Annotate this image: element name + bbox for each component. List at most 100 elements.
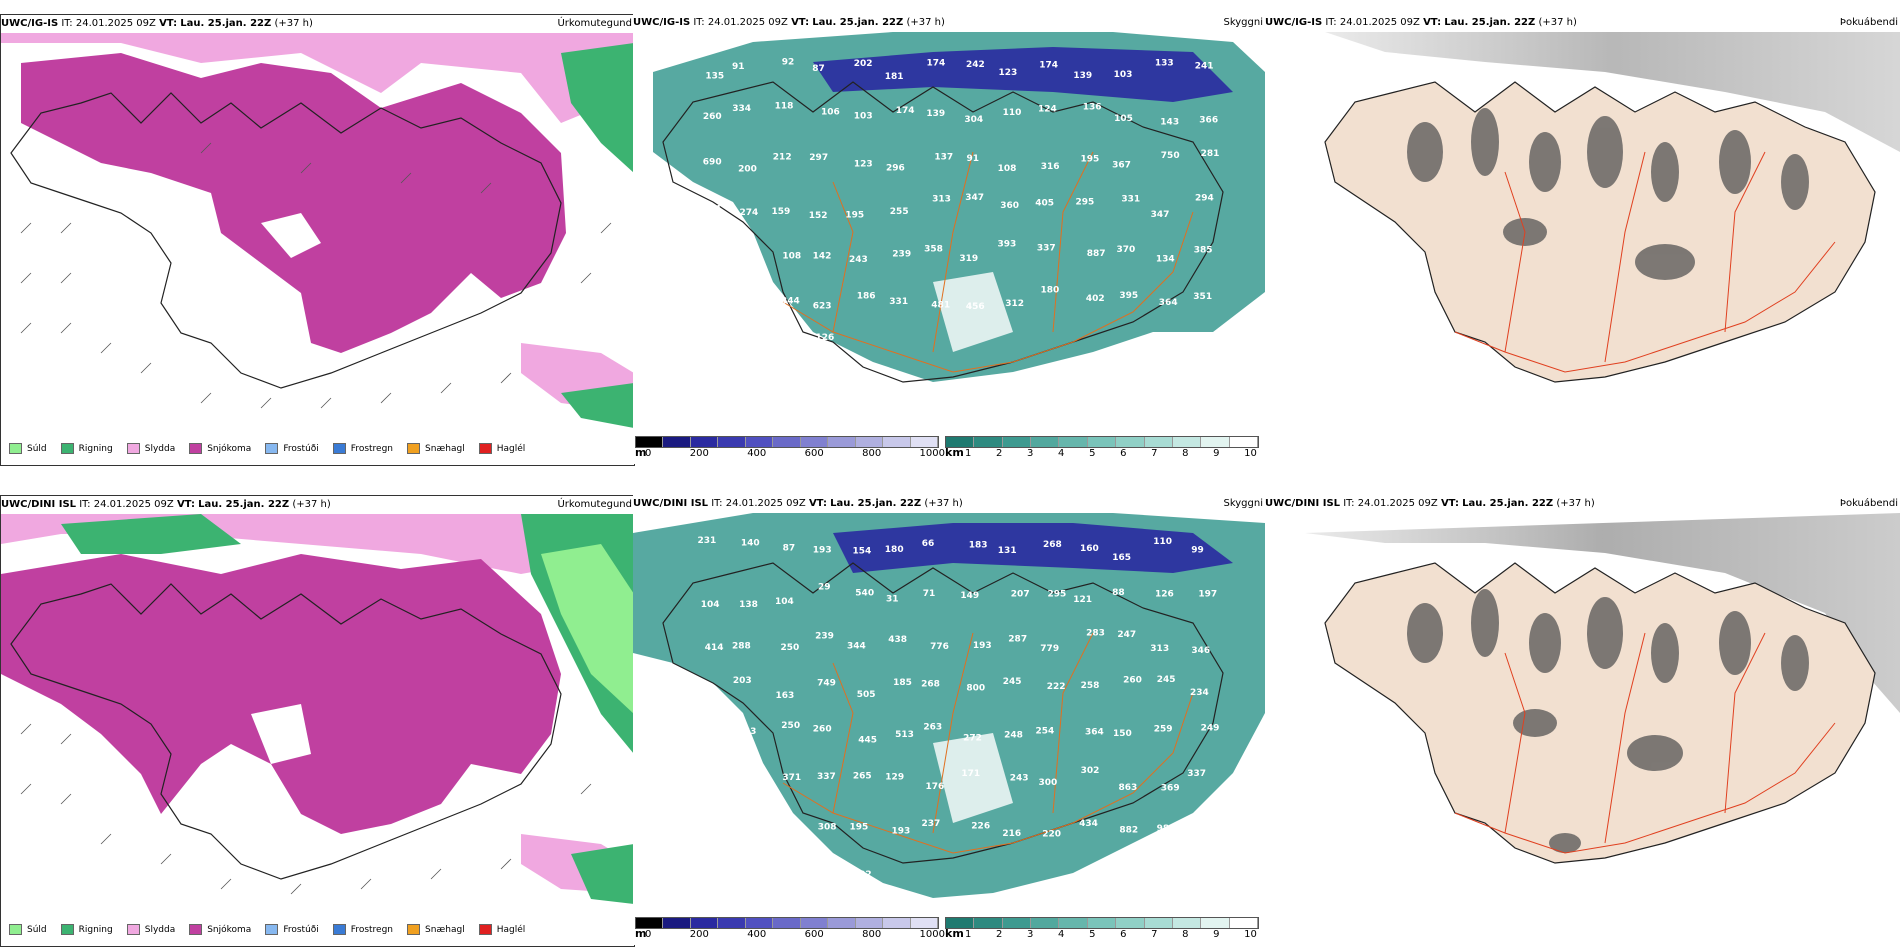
cloud-base-label: 197: [1198, 589, 1217, 599]
cloud-base-label: 540: [855, 588, 874, 598]
legend-item-freezing-drizzle: Frostúði: [265, 924, 319, 935]
cloud-base-label: 207: [1011, 589, 1030, 599]
cloud-base-label: 402: [1086, 294, 1105, 304]
legend-item-sleet: Slydda: [126, 924, 175, 935]
legend-item-snow-pellets: Snæhagl: [407, 924, 465, 935]
visibility-map[interactable]: 231 140 87 193 154 180 66 183 131 268 160 165 110 99 1…: [633, 513, 1265, 913]
cloud-base-label: 351: [1193, 292, 1212, 302]
valid-time: Lau. 25.jan. 22Z: [1444, 17, 1536, 28]
cloud-base-label: 195: [845, 211, 864, 221]
cloud-base-label: 983: [1157, 824, 1176, 834]
cloud-base-label: 287: [1008, 635, 1027, 645]
fog-map[interactable]: [1265, 32, 1900, 432]
cloud-base-label: 274: [740, 208, 759, 218]
lead-time: (+37 h): [274, 18, 313, 29]
cloud-base-label: 337: [1187, 769, 1206, 779]
init-time: IT: 24.01.2025 09Z: [61, 18, 156, 29]
panel-header: UWC/DINI ISL IT: 24.01.2025 09Z VT: Lau.…: [633, 495, 1265, 513]
init-time: IT: 24.01.2025 09Z: [711, 498, 806, 509]
coastline: [10, 583, 562, 880]
fog-patches: [1407, 108, 1809, 280]
cloud-base-label: 200: [738, 165, 757, 175]
cloud-base-label: 250: [781, 643, 800, 653]
cloud-base-label: 104: [775, 597, 794, 607]
lead-time: (+37 h): [1538, 17, 1577, 28]
cloud-base-colorbar: [635, 436, 939, 448]
legend-item-snow: Snjókoma: [189, 443, 251, 454]
cloud-base-label: 268: [1043, 540, 1062, 550]
cloud-base-label: 312: [1005, 299, 1024, 309]
precip-legend: Súld Rigning Slydda Snjókoma Frostúði Fr…: [9, 924, 539, 935]
cloud-base-label: 371: [782, 773, 801, 783]
valid-time: Lau. 25.jan. 22Z: [1462, 498, 1554, 509]
cloud-base-label: 260: [1123, 676, 1142, 686]
panel-visibility-dini: UWC/DINI ISL IT: 24.01.2025 09Z VT: Lau.…: [633, 495, 1321, 945]
cloud-base-label: 91: [732, 62, 745, 72]
cloud-base-label: 434: [1079, 819, 1098, 829]
clear-area: [933, 733, 1013, 823]
cloud-base-label: 259: [1191, 820, 1210, 830]
clear-area: [933, 272, 1013, 352]
visibility-unit: km: [945, 927, 964, 940]
cloud-base-label: 202: [854, 59, 873, 69]
cloud-base-label: 87: [812, 64, 825, 74]
visibility-map[interactable]: 135 91 92 87 202 181 174 242 123 174 139 103 133 241 2…: [633, 32, 1265, 432]
cloud-base-label: 133: [1155, 58, 1174, 68]
cloud-base-label: 124: [1038, 104, 1057, 114]
init-time: IT: 24.01.2025 09Z: [693, 17, 788, 28]
cloud-base-label: 102: [853, 870, 872, 880]
precip-map[interactable]: [1, 514, 634, 914]
cloud-base-label: 344: [847, 641, 866, 651]
cloud-base-label: 750: [1161, 151, 1180, 161]
init-time: IT: 24.01.2025 09Z: [1325, 17, 1420, 28]
cloud-base-label: 445: [858, 736, 877, 746]
cloud-base-label: 249: [1201, 723, 1220, 733]
road-network: [782, 151, 1194, 373]
cloud-base-label: 174: [927, 58, 946, 68]
cloud-base-label: 139: [926, 109, 945, 119]
fog-map[interactable]: [1265, 513, 1900, 913]
cloud-base-label: 456: [966, 302, 985, 312]
cloud-base-label: 337: [817, 772, 836, 782]
cloud-base-label: 154: [853, 547, 872, 557]
road-network: [1454, 632, 1836, 854]
legend-item-rain: Rigning: [60, 924, 113, 935]
cloud-base-label: 248: [1004, 731, 1023, 741]
cloud-base-label: 108: [998, 164, 1017, 174]
cloud-base-label: 364: [1159, 298, 1178, 308]
clear-hole: [261, 213, 321, 258]
cloud-base-label: 265: [853, 772, 872, 782]
precip-legend: Súld Rigning Slydda Snjókoma Frostúði Fr…: [9, 443, 539, 454]
model-name: UWC/IG-IS: [1, 18, 59, 29]
cloud-base-label: 241: [1195, 61, 1214, 71]
valid-label: VT:: [1440, 498, 1459, 509]
cloud-base-unit: m: [635, 927, 647, 940]
visibility-unit: km: [945, 446, 964, 459]
cloud-base-label: 105: [1114, 114, 1133, 124]
cloud-base-label: 165: [1112, 553, 1131, 563]
cloud-base-label: 313: [1150, 644, 1169, 654]
cloud-base-label: 110: [1003, 108, 1022, 118]
valid-label: VT:: [791, 17, 810, 28]
cloud-base-ticks: 0 200 400 600 800 1000: [645, 448, 945, 459]
cloud-base-label: 103: [854, 112, 873, 122]
cloud-base-label: 260: [703, 112, 722, 122]
cloud-base-label: 108: [782, 252, 801, 262]
cloud-base-label: 193: [892, 827, 911, 837]
cloud-base-label: 159: [772, 207, 791, 217]
cloud-base-label: 131: [998, 546, 1017, 556]
legend-item-hail: Haglél: [478, 924, 525, 935]
cloud-base-label: 364: [1085, 728, 1104, 738]
wind-barbs: [20, 723, 592, 895]
cloud-base-label: 719: [705, 343, 724, 353]
cloud-base-label: 481: [931, 301, 950, 311]
cloud-base-label: 163: [776, 691, 795, 701]
cloud-base-labels: 231 140 87 193 154 180 66 183 131 268 160 165 110 99 1…: [694, 536, 1219, 882]
cloud-base-label: 319: [959, 254, 978, 264]
cloud-base-label: 222: [1047, 682, 1066, 692]
cloud-base-label: 91: [967, 154, 980, 164]
precip-map[interactable]: [1, 33, 634, 433]
cloud-base-label: 294: [1195, 194, 1214, 204]
cloud-base-label: 135: [705, 72, 724, 82]
cloud-base-label: 234: [1190, 688, 1209, 698]
